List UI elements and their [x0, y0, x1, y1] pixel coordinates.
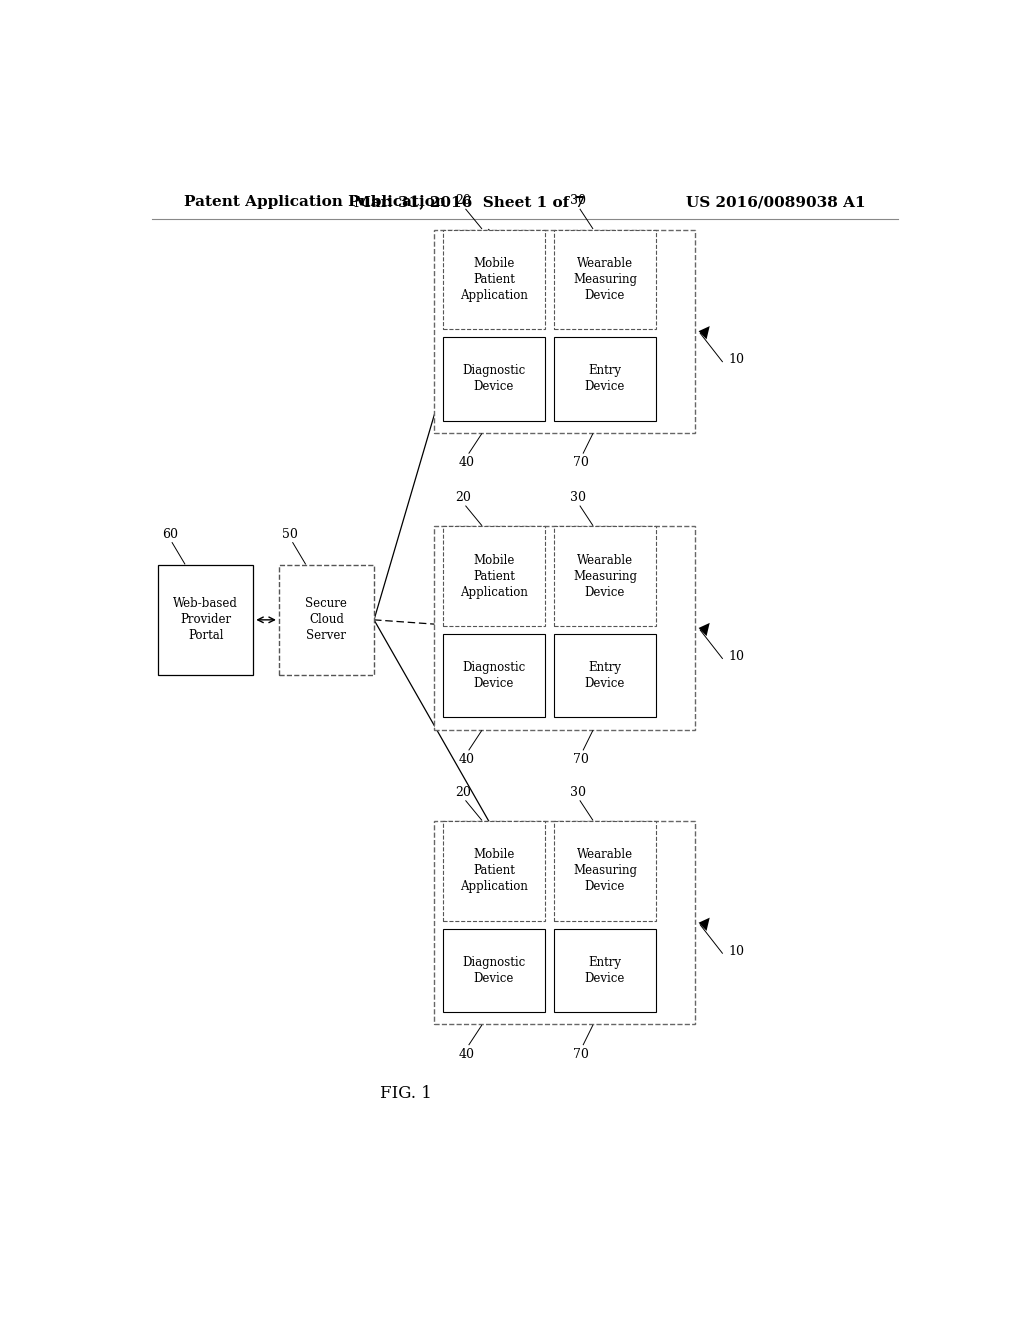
Text: Mar. 31, 2016  Sheet 1 of 7: Mar. 31, 2016 Sheet 1 of 7 — [353, 195, 585, 209]
Text: Entry
Device: Entry Device — [585, 364, 625, 393]
Bar — [443, 527, 545, 626]
Bar — [554, 527, 655, 626]
Text: 70: 70 — [572, 752, 589, 766]
Text: 30: 30 — [569, 194, 586, 207]
Text: Wearable
Measuring
Device: Wearable Measuring Device — [573, 553, 637, 599]
Polygon shape — [698, 623, 710, 636]
Text: 40: 40 — [459, 752, 474, 766]
Text: 20: 20 — [456, 491, 471, 504]
Bar — [443, 634, 545, 718]
Text: Mobile
Patient
Application: Mobile Patient Application — [460, 553, 527, 599]
Bar — [554, 230, 655, 329]
Text: 40: 40 — [459, 457, 474, 469]
Text: Wearable
Measuring
Device: Wearable Measuring Device — [573, 849, 637, 894]
Text: Wearable
Measuring
Device: Wearable Measuring Device — [573, 257, 637, 302]
Bar — [433, 230, 695, 433]
Text: 40: 40 — [459, 1048, 474, 1061]
Text: US 2016/0089038 A1: US 2016/0089038 A1 — [686, 195, 866, 209]
Text: Secure
Cloud
Server: Secure Cloud Server — [305, 598, 347, 643]
Text: Web-based
Provider
Portal: Web-based Provider Portal — [173, 598, 239, 643]
Text: 50: 50 — [283, 528, 298, 541]
Text: Entry
Device: Entry Device — [585, 661, 625, 690]
Text: FIG. 1: FIG. 1 — [380, 1085, 432, 1102]
Polygon shape — [698, 326, 710, 339]
Bar — [279, 565, 374, 675]
Text: 30: 30 — [569, 785, 586, 799]
Text: Entry
Device: Entry Device — [585, 956, 625, 985]
Text: 10: 10 — [729, 945, 744, 958]
Bar — [158, 565, 253, 675]
Text: Mobile
Patient
Application: Mobile Patient Application — [460, 849, 527, 894]
Bar — [554, 821, 655, 921]
Polygon shape — [698, 917, 710, 931]
Bar — [443, 929, 545, 1012]
Text: Diagnostic
Device: Diagnostic Device — [462, 956, 525, 985]
Text: 10: 10 — [729, 354, 744, 366]
Text: 70: 70 — [572, 457, 589, 469]
Text: Patent Application Publication: Patent Application Publication — [183, 195, 445, 209]
Bar — [554, 929, 655, 1012]
Bar — [443, 821, 545, 921]
Text: Diagnostic
Device: Diagnostic Device — [462, 661, 525, 690]
Text: 20: 20 — [456, 194, 471, 207]
Bar — [433, 821, 695, 1024]
Bar — [554, 338, 655, 421]
Text: 10: 10 — [729, 649, 744, 663]
Bar — [554, 634, 655, 718]
Text: 30: 30 — [569, 491, 586, 504]
Bar — [443, 230, 545, 329]
Text: Diagnostic
Device: Diagnostic Device — [462, 364, 525, 393]
Text: 70: 70 — [572, 1048, 589, 1061]
Text: 60: 60 — [162, 528, 178, 541]
Bar — [433, 527, 695, 730]
Text: Mobile
Patient
Application: Mobile Patient Application — [460, 257, 527, 302]
Bar — [443, 338, 545, 421]
Text: 20: 20 — [456, 785, 471, 799]
